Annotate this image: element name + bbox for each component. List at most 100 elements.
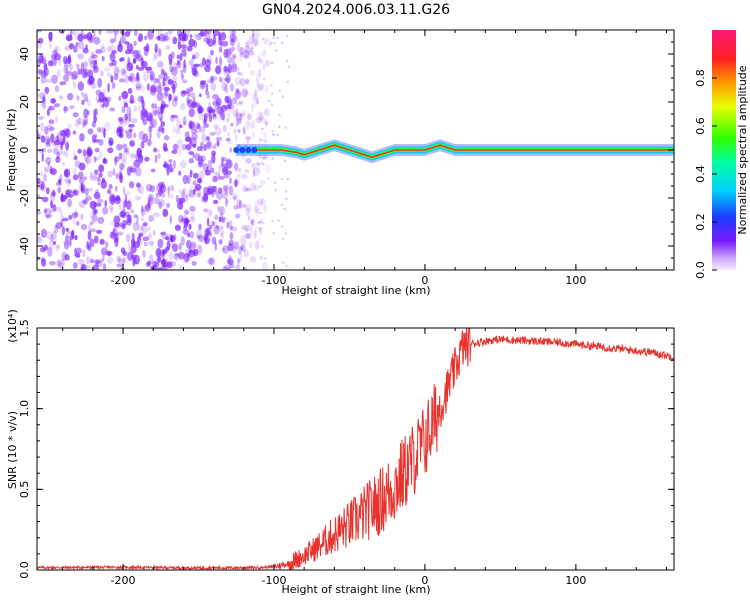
noise-blob [118,78,126,83]
noise-blob [271,92,274,96]
noise-blob [186,97,190,104]
noise-blob [179,244,182,254]
noise-blob [85,97,89,103]
noise-blob [224,77,230,82]
noise-blob [41,54,46,65]
noise-blob [160,100,166,110]
noise-blob [219,175,225,180]
noise-blob [59,258,65,269]
noise-blob [149,185,156,193]
noise-blob [161,34,167,42]
snr-frame [36,327,675,571]
noise-blob [100,43,105,49]
noise-blob [187,232,190,238]
noise-blob [158,267,163,270]
noise-blob [212,94,219,100]
noise-blob [97,77,103,88]
noise-blob [64,178,70,183]
noise-blob [192,153,196,159]
noise-blob [112,193,116,201]
noise-blob [43,86,51,92]
noise-blob [214,172,221,181]
noise-blob [158,48,162,57]
noise-blob [235,116,240,127]
noise-blob [167,79,174,85]
noise-blob [83,108,89,119]
noise-blob [114,196,121,205]
noise-blob [121,106,126,113]
noise-blob [230,97,238,105]
noise-blob [147,226,151,231]
noise-blob [136,215,139,226]
noise-blob [129,181,135,189]
noise-blob [205,90,209,96]
noise-blob [163,135,170,141]
noise-blob [180,44,188,49]
noise-blob [156,78,161,83]
noise-blob [258,115,266,120]
noise-blob [127,242,131,253]
noise-blob [56,244,60,249]
noise-blob [82,47,89,54]
noise-blob [263,37,271,45]
noise-blob [254,229,257,240]
noise-blob [93,170,99,179]
noise-blob [189,86,194,92]
noise-blob [209,224,213,230]
noise-blob [121,224,126,230]
noise-blob [67,124,72,129]
noise-blob [177,41,182,51]
noise-blob [210,49,214,56]
noise-blob [237,167,242,173]
noise-blob [49,208,53,213]
noise-blob [263,204,268,209]
noise-blob [179,32,182,37]
snr-y-label: SNR (10 * v/v) [6,411,19,489]
noise-blob [245,157,252,164]
noise-blob [137,66,144,71]
noise-blob [66,35,73,42]
noise-blob [52,50,58,55]
noise-blob [37,236,42,244]
noise-blob [72,130,77,135]
noise-blob [73,262,78,269]
noise-blob [138,232,144,237]
noise-blob [208,109,216,114]
noise-blob [250,182,256,191]
noise-blob [143,110,149,118]
noise-blob [176,138,183,148]
colorbar-tick-label: 0.0 [694,261,707,279]
noise-blob [112,168,116,176]
noise-blob [265,122,269,125]
noise-blob [159,117,163,123]
noise-blob [132,132,137,138]
noise-blob [234,76,242,86]
noise-blob [229,177,232,184]
noise-blob [267,177,270,180]
noise-blob [101,104,105,109]
noise-blob [100,46,106,54]
noise-blob [154,43,158,53]
noise-blob [223,185,228,191]
noise-blob [43,173,47,182]
noise-blob [247,215,251,221]
noise-blob [168,185,172,192]
noise-blob [53,139,61,146]
noise-blob [204,65,211,73]
noise-blob [264,155,271,161]
noise-blob [178,252,186,260]
noise-blob [46,124,54,132]
noise-blob [270,103,274,106]
noise-blob [175,115,180,121]
noise-blob [235,101,243,107]
noise-blob [124,148,128,153]
noise-blob [98,164,105,173]
noise-blob [81,265,85,270]
noise-blob [236,88,240,95]
noise-blob [95,94,100,104]
noise-blob [228,241,235,249]
noise-blob [256,97,259,104]
noise-blob [250,35,254,45]
noise-blob [264,38,268,45]
noise-blob [197,234,204,242]
